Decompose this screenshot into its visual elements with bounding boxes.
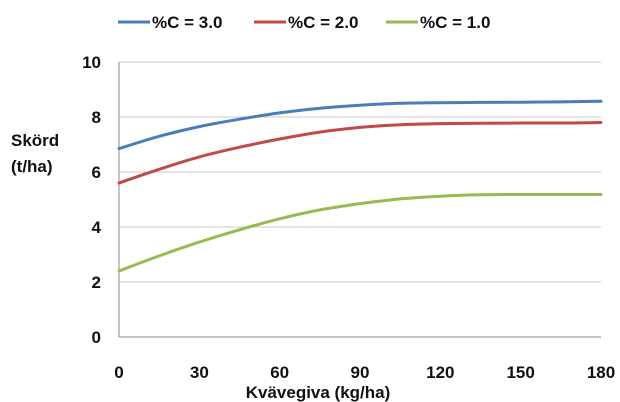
- series-line-3: [117, 193, 603, 273]
- series-line-2: [117, 121, 603, 185]
- y-axis-title-line-1: Skörd: [11, 131, 59, 150]
- x-tick-label: 30: [190, 363, 209, 382]
- x-tick-label: 60: [270, 363, 289, 382]
- legend-item: %C = 2.0: [254, 13, 358, 32]
- plot-area: [117, 99, 603, 273]
- x-tick-label: 180: [587, 363, 615, 382]
- x-axis-title: Kvävegiva (kg/ha): [246, 383, 391, 402]
- grid: [119, 61, 601, 283]
- legend: %C = 3.0 %C = 2.0 %C = 1.0: [118, 13, 490, 32]
- y-tick-label: 8: [92, 108, 101, 127]
- y-tick-label: 4: [92, 218, 102, 237]
- y-axis-title-line-2: (t/ha): [11, 157, 53, 176]
- y-tick-label: 2: [92, 273, 101, 292]
- x-tick-label: 150: [506, 363, 534, 382]
- y-tick-label: 0: [92, 328, 101, 347]
- x-tick-label: 90: [351, 363, 370, 382]
- legend-item: %C = 3.0: [118, 13, 222, 32]
- x-tick-label: 0: [114, 363, 123, 382]
- legend-label: %C = 2.0: [288, 13, 358, 32]
- y-tick-label: 6: [92, 163, 101, 182]
- axes: 0 2 4 6 8 10 0 30 60 90 120 150 180: [82, 53, 615, 382]
- x-tick-label: 120: [426, 363, 454, 382]
- series-line-1: [117, 99, 603, 151]
- legend-label: %C = 3.0: [152, 13, 222, 32]
- legend-label: %C = 1.0: [420, 13, 490, 32]
- y-tick-label: 10: [82, 53, 101, 72]
- legend-item: %C = 1.0: [386, 13, 490, 32]
